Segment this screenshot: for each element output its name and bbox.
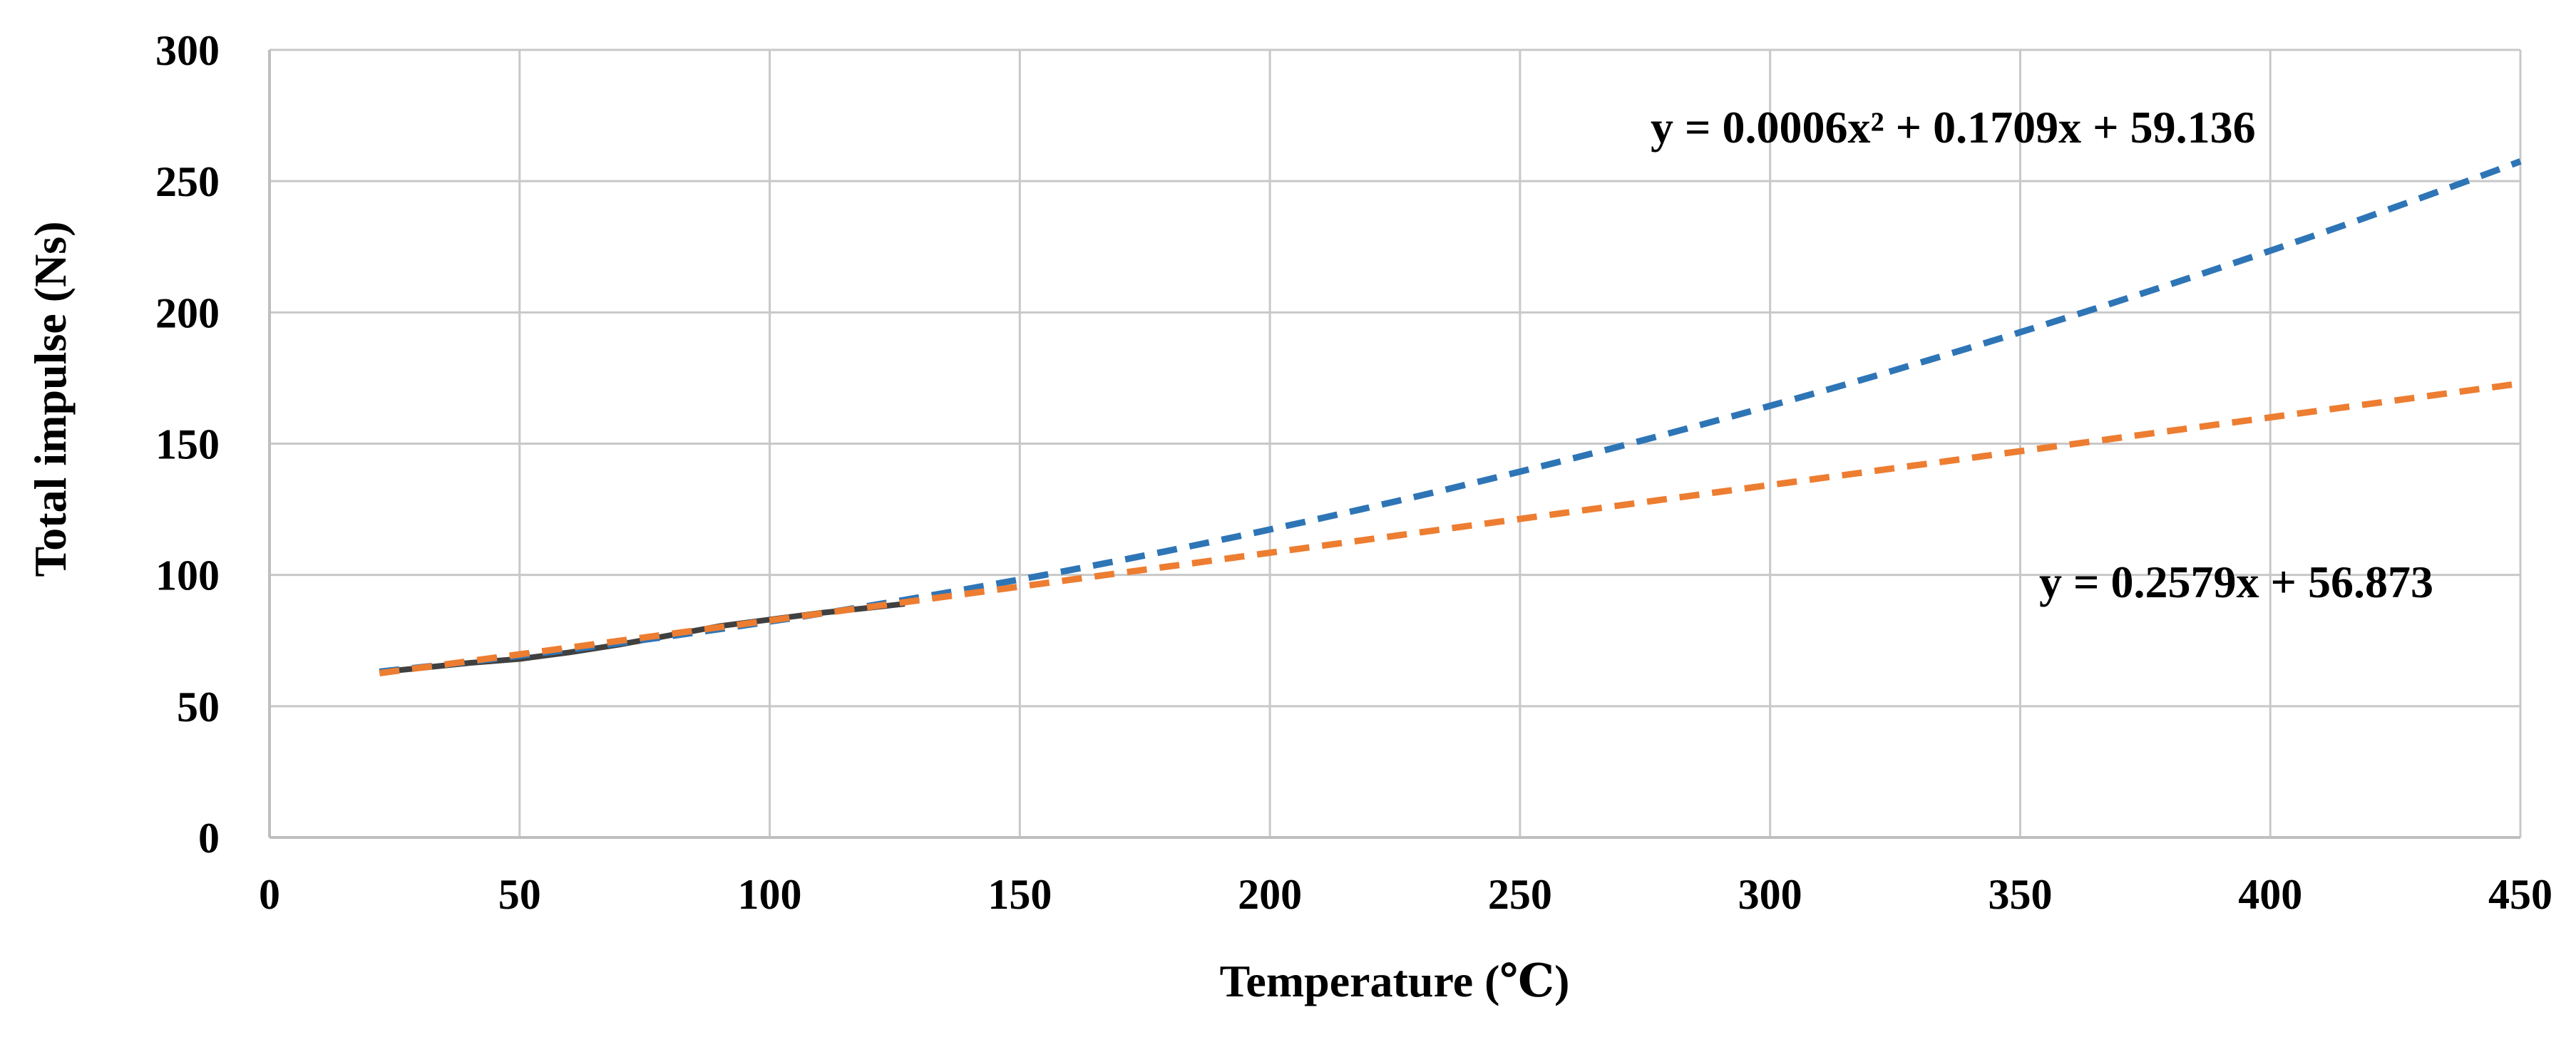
y-axis-title: Total impulse (Ns) <box>25 221 76 577</box>
x-axis-title: Temperature (℃) <box>1220 956 1570 1006</box>
axes <box>268 50 2520 839</box>
quadratic-fit-equation: y = 0.0006x² + 0.1709x + 59.136 <box>1651 102 2256 153</box>
x-tick-label: 200 <box>1238 871 1302 918</box>
labels: 0 50 100 150 200 250 300 350 400 450 0 50 100 150 200 2… <box>155 27 2552 918</box>
y-tick-label: 250 <box>155 158 220 205</box>
x-tick-label: 300 <box>1738 871 1802 918</box>
quadratic-fit-line <box>379 158 2522 675</box>
x-tick-label: 250 <box>1488 871 1552 918</box>
y-tick-label: 100 <box>155 552 220 599</box>
x-tick-label: 400 <box>2238 871 2302 918</box>
series-layer <box>379 158 2522 677</box>
y-tick-label: 150 <box>155 421 220 468</box>
y-tick-label: 50 <box>177 684 220 731</box>
x-tick-label: 450 <box>2488 871 2552 918</box>
y-tick-label: 0 <box>198 815 220 862</box>
linear-fit-equation: y = 0.2579x + 56.873 <box>2039 557 2433 607</box>
x-tick-label: 150 <box>987 871 1052 918</box>
x-tick-label: 100 <box>738 871 802 918</box>
x-tick-label: 0 <box>259 871 280 918</box>
grid <box>268 48 2522 839</box>
y-tick-label: 300 <box>155 27 220 74</box>
x-tick-label: 50 <box>498 871 541 918</box>
x-tick-label: 350 <box>1988 871 2052 918</box>
y-tick-label: 200 <box>155 289 220 336</box>
